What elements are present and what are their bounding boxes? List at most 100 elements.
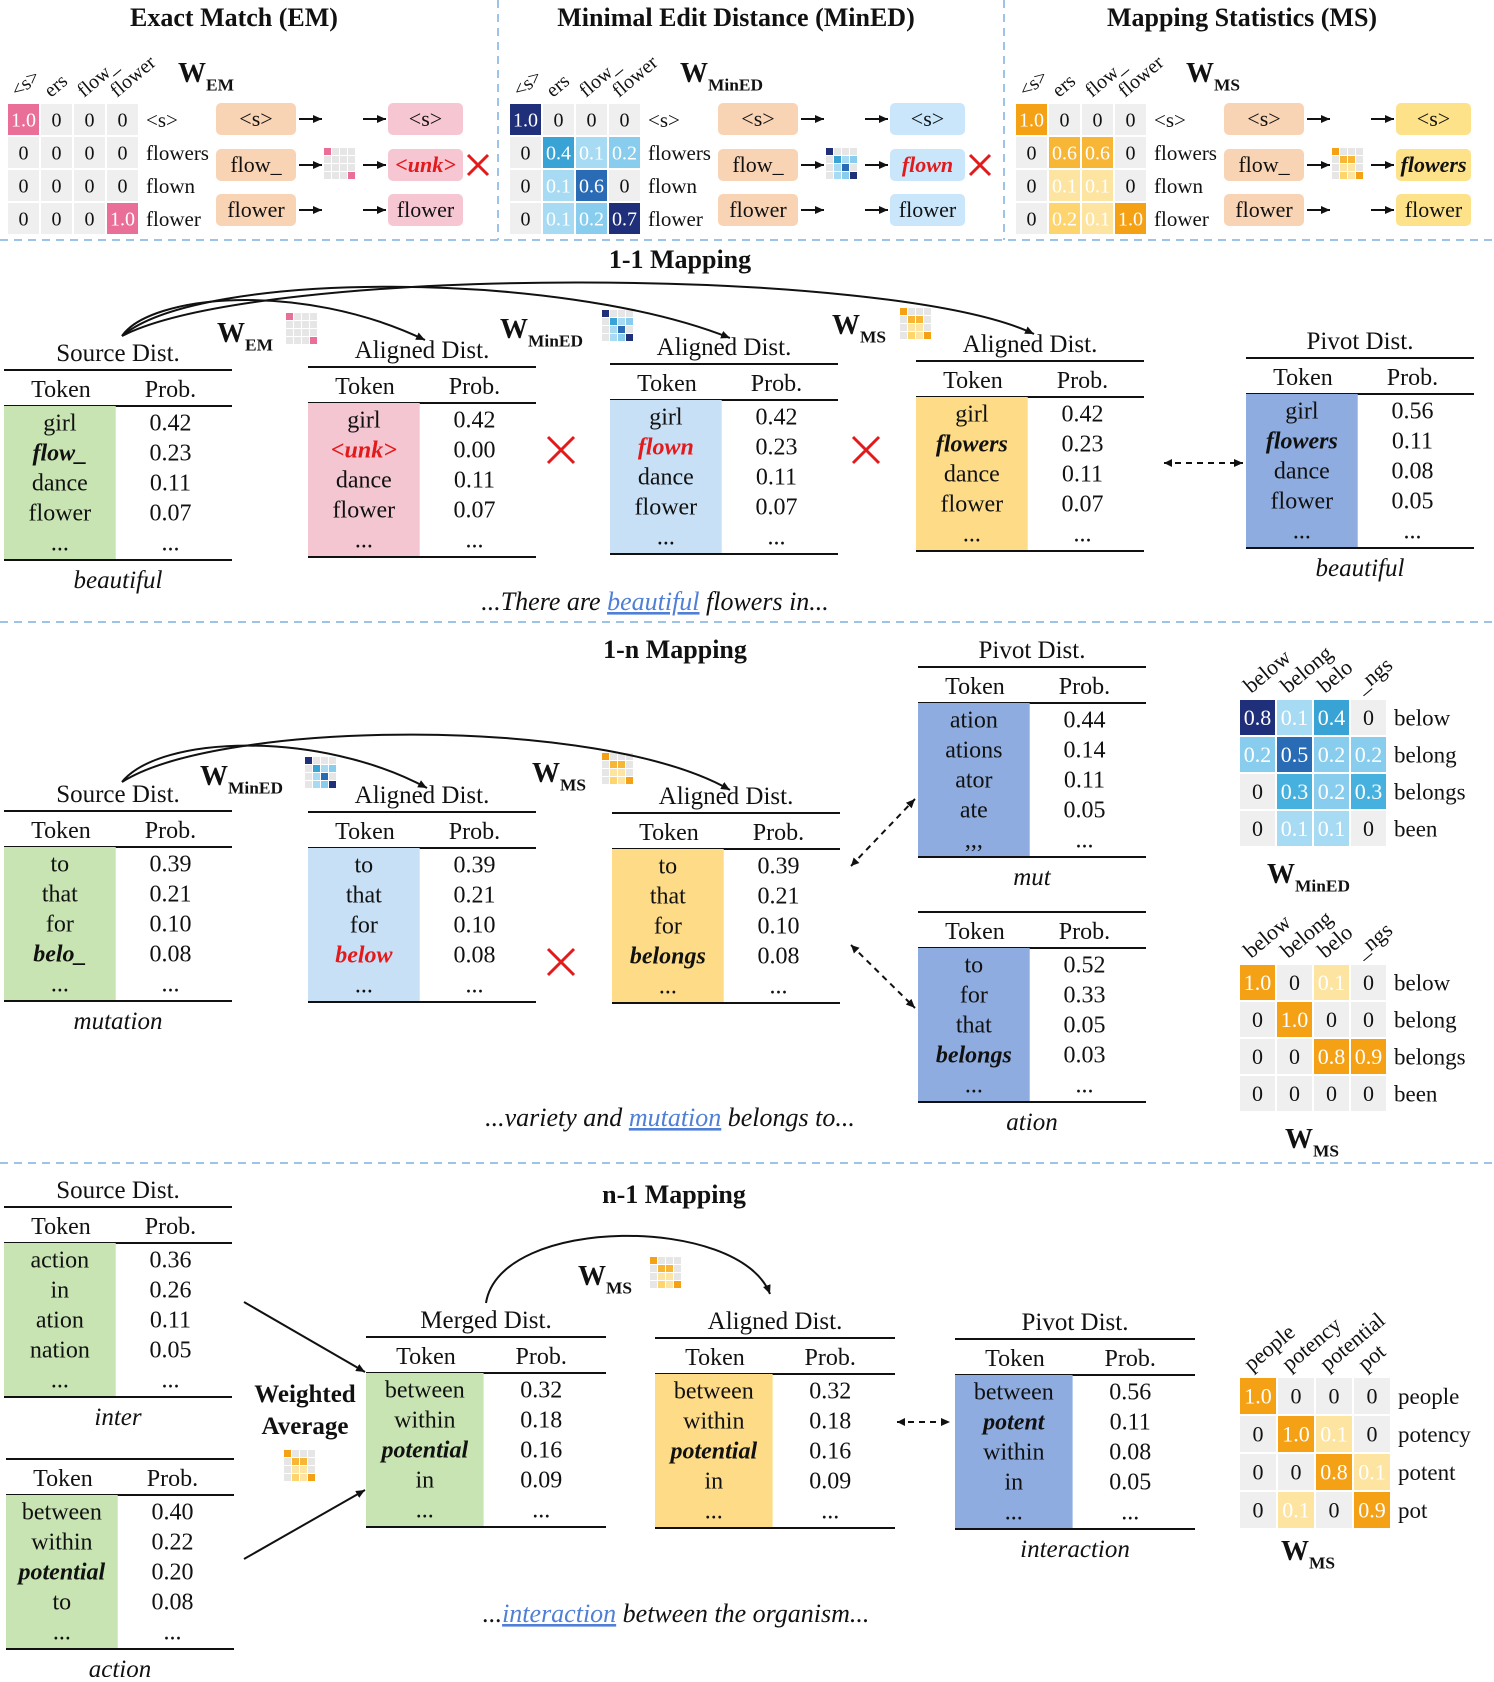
matrix-cell: [1115, 137, 1146, 168]
matrix-cell: [1240, 700, 1275, 735]
w-symbol: W: [500, 314, 528, 345]
mini-matrix-icon: [300, 1458, 307, 1465]
table-prob: 0.21: [149, 881, 191, 907]
matrix-value: 0.1: [1358, 1460, 1386, 1485]
table-token: in: [415, 1467, 434, 1493]
token-column-fill: [918, 948, 1030, 1102]
mini-matrix-icon: [666, 1281, 673, 1288]
mini-matrix-icon: [332, 156, 339, 163]
mini-matrix-icon: [329, 765, 336, 772]
matrix-cell: [1049, 104, 1080, 135]
mini-matrix-icon: [310, 329, 317, 336]
matrix-cell: [543, 170, 574, 201]
matrix-cell: [74, 137, 105, 168]
mini-matrix-icon: [1356, 156, 1363, 163]
matrix-cell: [8, 170, 39, 201]
table-token: belongs: [936, 1042, 1012, 1068]
matrix-value: 0.6: [579, 176, 604, 198]
table-title: Pivot Dist.: [979, 637, 1086, 664]
matrix-cell: [1314, 1076, 1349, 1111]
column-header: Prob.: [145, 818, 196, 844]
matrix-row-label: <s>: [648, 108, 680, 132]
matrix-value: 0.6: [1085, 143, 1110, 165]
mini-matrix-icon: [294, 321, 301, 328]
mini-matrix-icon: [842, 172, 849, 179]
table-token: in: [704, 1468, 723, 1494]
table-prob: 0.08: [757, 943, 799, 969]
mini-matrix-icon: [294, 337, 301, 344]
token-column-fill: [916, 397, 1028, 551]
matrix-cell: [1278, 1454, 1314, 1490]
matrix-cell: [1351, 737, 1386, 772]
matrix-row-label: potency: [1398, 1422, 1471, 1447]
w-symbol: W: [578, 1261, 606, 1292]
mini-matrix-icon: [916, 324, 923, 331]
method-w-label: WEM: [178, 58, 234, 94]
table-token: in: [51, 1277, 70, 1303]
mini-matrix-icon: [348, 164, 355, 171]
matrix-cell: [510, 137, 541, 168]
matrix-cell: [1351, 700, 1386, 735]
table-token: flower: [29, 500, 92, 526]
mini-matrix-icon: [842, 164, 849, 171]
mini-matrix-icon: [286, 337, 293, 344]
table-prob: 0.07: [1061, 491, 1103, 517]
table-prob: 0.11: [1110, 1409, 1151, 1435]
column-header: Prob.: [1105, 1346, 1156, 1372]
table-prob: 0.11: [1064, 767, 1105, 793]
table-prob: 0.08: [1109, 1439, 1151, 1465]
token-column-fill: [955, 1375, 1073, 1529]
matrix-cell: [1351, 1002, 1386, 1037]
mini-matrix-icon: [666, 1265, 673, 1272]
sentence-text: flowers in...: [700, 587, 829, 616]
matrix-cell: [1240, 1416, 1276, 1452]
weight-matrix: 1.0 0 0 0 people 0 1.0 0.1 0 potency 0 0 0.8 0.1 poten…: [1239, 1307, 1471, 1528]
input-token-box: [216, 103, 296, 135]
table-prob: 0.14: [1063, 737, 1105, 763]
table-token: flower: [333, 497, 396, 523]
w-symbol: W: [1186, 58, 1214, 89]
output-token-box: [1396, 103, 1471, 135]
mini-matrix-icon: [650, 1281, 657, 1288]
column-header: Token: [396, 1344, 456, 1370]
token-box-label: <s>: [741, 106, 774, 131]
matrix-row-label: below: [1394, 971, 1451, 996]
distribution-table: Aligned Dist. Token Prob. girl 0.42 flown 0.23…: [610, 334, 838, 555]
table-token: potential: [668, 1438, 757, 1464]
distribution-table: Aligned Dist. Token Prob. girl 0.42 <unk> 0.00…: [308, 337, 536, 558]
table-token: to: [965, 952, 984, 978]
mini-matrix-icon: [602, 769, 609, 776]
w-subscript: MS: [860, 327, 886, 346]
matrix-value: 0: [118, 176, 128, 198]
table-token: girl: [649, 404, 683, 430]
mini-matrix-icon: [294, 329, 301, 336]
table-prob: 0.05: [1391, 488, 1433, 514]
mini-matrix-icon: [658, 1273, 665, 1280]
example-sentence: ...There are beautiful flowers in...: [481, 587, 829, 616]
mini-matrix-icon: [348, 172, 355, 179]
table-prob: 0.08: [149, 941, 191, 967]
matrix-value: 0: [1289, 1081, 1300, 1106]
matrix-cell: [1240, 965, 1275, 1000]
matrix-cell: [74, 104, 105, 135]
mini-matrix-icon: [626, 326, 633, 333]
matrix-cell: [1016, 203, 1047, 234]
matrix-value: 0: [521, 143, 531, 165]
table-title: Pivot Dist.: [1307, 328, 1414, 355]
table-prob: 0.18: [809, 1408, 851, 1434]
matrix-cell: [1314, 737, 1349, 772]
mini-matrix-icon: [292, 1466, 299, 1473]
comparison-arrow: [850, 798, 916, 867]
arc-arrow: [121, 285, 731, 339]
matrix-row-label: flowers: [648, 141, 711, 165]
matrix-row-label: flown: [648, 174, 697, 198]
table-token: flower: [941, 491, 1004, 517]
w-symbol: W: [832, 310, 860, 341]
matrix-value: 0.1: [1320, 1422, 1348, 1447]
matrix-value: 0.2: [1318, 779, 1346, 804]
table-token: <unk>: [331, 437, 397, 463]
table-prob: 0.11: [756, 464, 797, 490]
column-header: Token: [335, 374, 395, 400]
matrix-value: 0.1: [546, 209, 571, 231]
table-footer: action: [89, 1656, 152, 1677]
